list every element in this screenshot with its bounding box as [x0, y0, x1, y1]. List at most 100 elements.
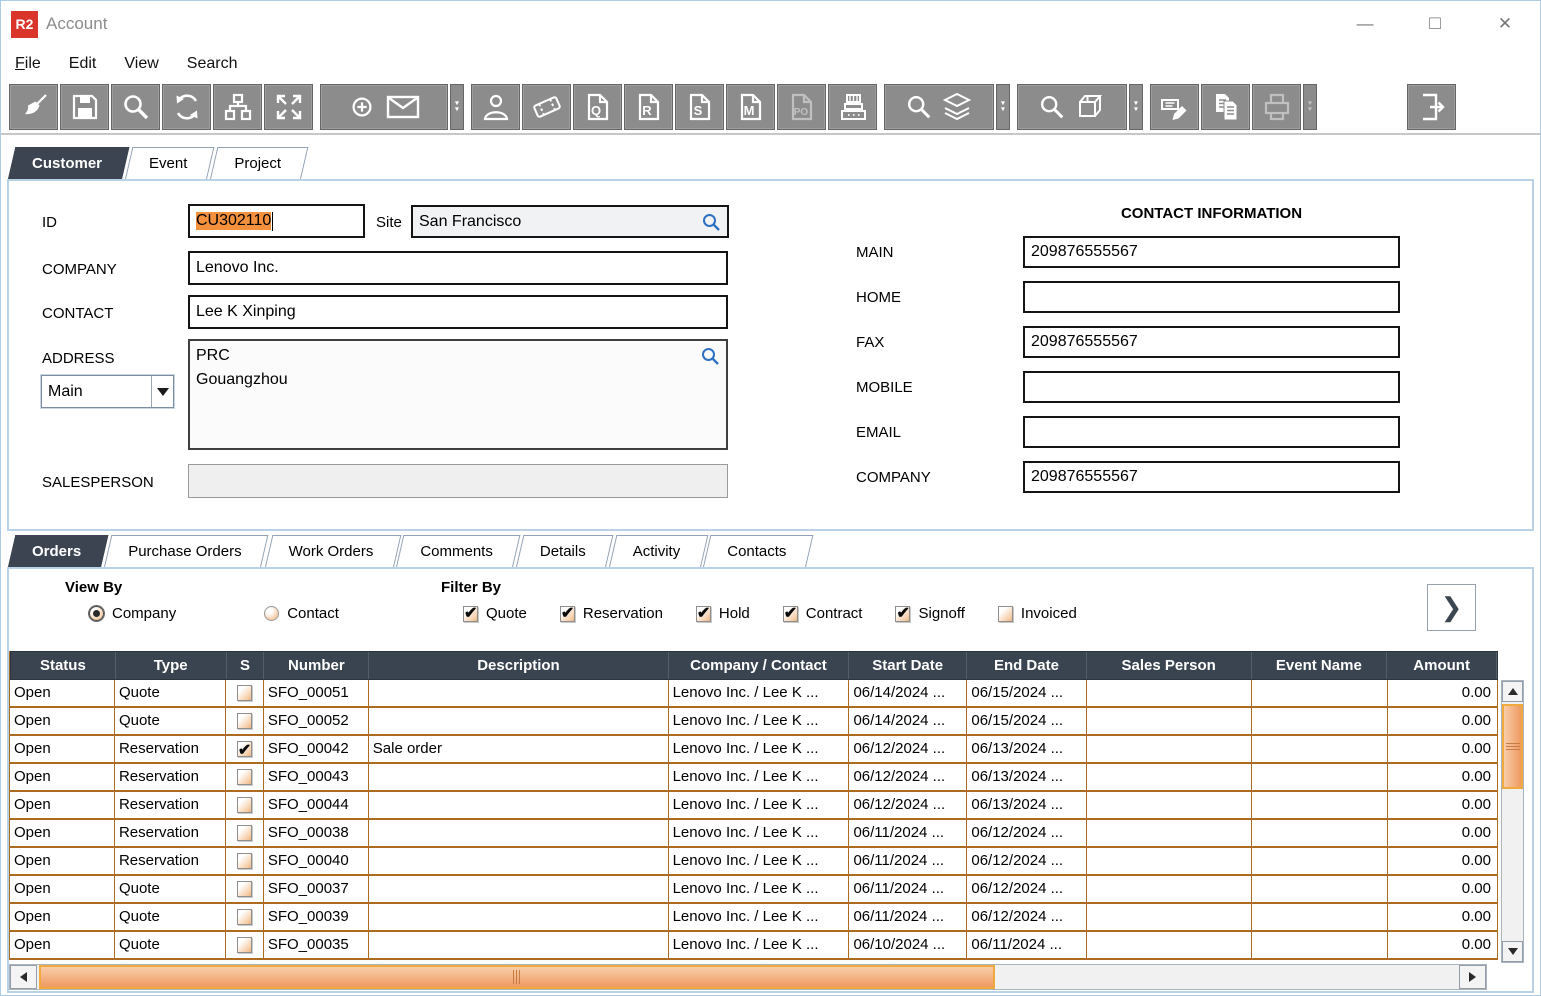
column-header-event-name[interactable]: Event Name	[1252, 652, 1388, 679]
tab-customer[interactable]: Customer	[8, 147, 122, 179]
row-select-checkbox[interactable]	[236, 937, 252, 953]
mobile-input[interactable]	[1023, 371, 1400, 403]
column-header-type[interactable]: Type	[116, 652, 227, 679]
table-row[interactable]: Open Reservation SFO_00040 Lenovo Inc. / Le…	[10, 848, 1498, 876]
row-select-checkbox[interactable]	[236, 797, 252, 813]
sale-order-button[interactable]: S	[675, 84, 724, 130]
close-button[interactable]: ✕	[1470, 1, 1540, 47]
subtab-details[interactable]: Details	[516, 535, 606, 567]
column-header-s[interactable]: S	[227, 652, 265, 679]
vertical-scroll-track[interactable]	[1502, 702, 1523, 941]
save-button[interactable]	[60, 84, 109, 130]
clear-button[interactable]	[9, 84, 58, 130]
column-header-number[interactable]: Number	[264, 652, 370, 679]
search-stock-button[interactable]	[884, 84, 994, 130]
filter-contract[interactable]: Contract	[782, 603, 862, 623]
horizontal-scrollbar[interactable]	[9, 964, 1487, 990]
site-search-icon[interactable]	[701, 212, 721, 232]
menu-file[interactable]: File	[15, 55, 41, 72]
misc-order-button[interactable]: M	[726, 84, 775, 130]
scroll-left-button[interactable]	[10, 965, 37, 989]
minimize-button[interactable]: —	[1330, 1, 1400, 47]
view-by-contact[interactable]: Contact	[264, 605, 339, 622]
row-select-checkbox[interactable]	[236, 713, 252, 729]
search-button[interactable]	[111, 84, 160, 130]
row-select-checkbox[interactable]	[236, 738, 252, 762]
exit-button[interactable]	[1407, 84, 1456, 130]
search-product-button[interactable]	[1017, 84, 1127, 130]
address-type-dropdown[interactable]: Main	[41, 375, 174, 408]
address-input[interactable]: PRC Gouangzhou	[188, 339, 728, 450]
tab-project[interactable]: Project	[210, 147, 301, 179]
print-button[interactable]	[1252, 84, 1301, 130]
edit-rates-button[interactable]	[1150, 84, 1199, 130]
filter-signoff[interactable]: Signoff	[895, 603, 965, 623]
home-input[interactable]	[1023, 281, 1400, 313]
subtab-purchase-orders[interactable]: Purchase Orders	[104, 535, 261, 567]
column-header-amount[interactable]: Amount	[1387, 652, 1497, 679]
purchase-order-button[interactable]: PO	[777, 84, 826, 130]
refresh-button[interactable]	[162, 84, 211, 130]
row-select-checkbox[interactable]	[236, 853, 252, 869]
filter-hold[interactable]: Hold	[695, 603, 750, 623]
table-row[interactable]: Open Quote SFO_00039 Lenovo Inc. / Lee K ..…	[10, 904, 1498, 932]
table-row[interactable]: Open Reservation SFO_00044 Lenovo Inc. / Le…	[10, 792, 1498, 820]
row-select-checkbox[interactable]	[236, 825, 252, 841]
table-row[interactable]: Open Quote SFO_00051 Lenovo Inc. / Lee K ..…	[10, 680, 1498, 708]
quote-button[interactable]: Q	[573, 84, 622, 130]
row-select-checkbox[interactable]	[236, 769, 252, 785]
dropdown-arrow-icon[interactable]	[151, 376, 173, 407]
product-dropdown[interactable]: ▼ ▼	[1129, 84, 1143, 130]
register-button[interactable]	[828, 84, 877, 130]
copy-button[interactable]	[1201, 84, 1250, 130]
contact-input[interactable]: Lee K Xinping	[188, 295, 728, 329]
menu-search[interactable]: Search	[186, 55, 238, 72]
main-input[interactable]: 209876555567	[1023, 236, 1400, 268]
tab-event[interactable]: Event	[125, 147, 207, 179]
horizontal-scroll-thumb[interactable]	[39, 965, 995, 989]
subtab-work-orders[interactable]: Work Orders	[265, 535, 394, 567]
table-row[interactable]: Open Quote SFO_00037 Lenovo Inc. / Lee K ..…	[10, 876, 1498, 904]
horizontal-scroll-track[interactable]	[37, 965, 1459, 989]
column-header-end-date[interactable]: End Date	[967, 652, 1087, 679]
contact-button[interactable]	[471, 84, 520, 130]
company-input[interactable]: Lenovo Inc.	[188, 251, 728, 285]
fax-input[interactable]: 209876555567	[1023, 326, 1400, 358]
address-search-icon[interactable]	[700, 346, 720, 366]
row-select-checkbox[interactable]	[236, 685, 252, 701]
mail-dropdown[interactable]: ▼ ▼	[450, 84, 464, 130]
column-header-company-contact[interactable]: Company / Contact	[669, 652, 850, 679]
column-header-status[interactable]: Status	[11, 652, 116, 679]
row-select-checkbox[interactable]	[236, 881, 252, 897]
column-header-description[interactable]: Description	[369, 652, 669, 679]
expand-button[interactable]	[264, 84, 313, 130]
subtab-contacts[interactable]: Contacts	[703, 535, 806, 567]
table-row[interactable]: Open Quote SFO_00052 Lenovo Inc. / Lee K ..…	[10, 708, 1498, 736]
subtab-orders[interactable]: Orders	[8, 535, 101, 567]
scroll-down-button[interactable]	[1502, 941, 1523, 962]
scroll-up-button[interactable]	[1502, 681, 1523, 702]
subtab-comments[interactable]: Comments	[396, 535, 513, 567]
table-row[interactable]: Open Reservation SFO_00043 Lenovo Inc. / Le…	[10, 764, 1498, 792]
filter-invoiced[interactable]: Invoiced	[997, 605, 1077, 622]
print-dropdown[interactable]: ▼ ▼	[1303, 84, 1317, 130]
scroll-right-button[interactable]	[1459, 965, 1486, 989]
row-select-checkbox[interactable]	[236, 909, 252, 925]
email-input[interactable]	[1023, 416, 1400, 448]
vertical-scroll-thumb[interactable]	[1502, 704, 1523, 789]
site-input[interactable]: San Francisco	[411, 205, 729, 238]
view-by-company[interactable]: Company	[89, 605, 176, 622]
table-row[interactable]: Open Quote SFO_00035 Lenovo Inc. / Lee K ..…	[10, 932, 1498, 960]
reservation-button[interactable]: R	[624, 84, 673, 130]
filter-quote[interactable]: Quote	[463, 603, 527, 623]
ticket-button[interactable]	[522, 84, 571, 130]
stock-dropdown[interactable]: ▼ ▼	[996, 84, 1010, 130]
next-page-button[interactable]: ❯	[1427, 584, 1476, 631]
id-input[interactable]: CU302110	[188, 204, 365, 238]
maximize-button[interactable]: □	[1400, 1, 1470, 47]
account-tree-button[interactable]	[213, 84, 262, 130]
vertical-scrollbar[interactable]	[1501, 680, 1524, 963]
menu-view[interactable]: View	[124, 55, 159, 72]
table-row[interactable]: Open Reservation SFO_00038 Lenovo Inc. / Le…	[10, 820, 1498, 848]
